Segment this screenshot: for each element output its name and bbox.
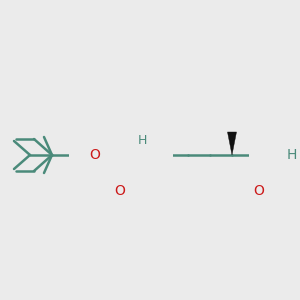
Text: O: O: [90, 148, 101, 162]
Text: O: O: [115, 184, 125, 198]
Text: O: O: [270, 148, 280, 162]
Text: N: N: [138, 148, 150, 163]
Polygon shape: [227, 132, 236, 155]
Text: O: O: [254, 184, 264, 198]
Text: H: H: [287, 148, 297, 162]
Text: H: H: [137, 134, 147, 146]
